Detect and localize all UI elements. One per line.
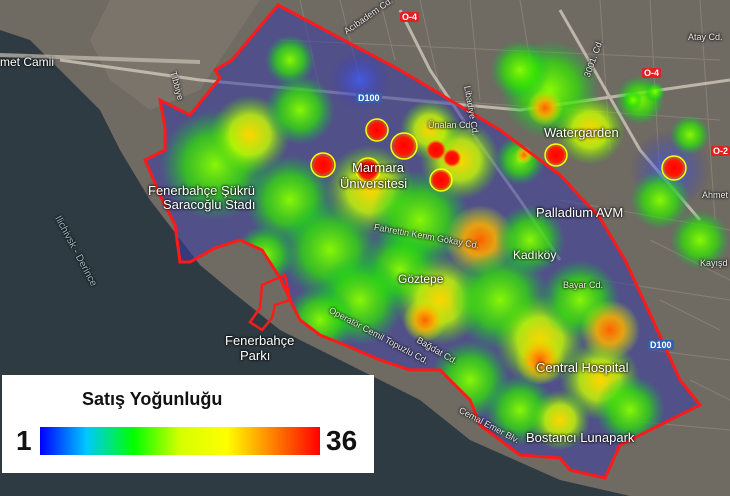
label-park-line2: Parkı: [240, 348, 271, 363]
legend-gradient-bar: [40, 427, 320, 455]
shield-d100-north: D100: [356, 93, 382, 103]
label-stadium-line1: Fenerbahçe Şükrü: [148, 183, 255, 198]
label-park-line1: Fenerbahçe: [225, 333, 295, 348]
land-area-north: [90, 0, 260, 110]
heat-blobs: [160, 35, 665, 450]
label-kadikoy: Kadıköy: [513, 248, 557, 262]
legend-min-value: 1: [16, 425, 32, 456]
bridge-road: [0, 53, 201, 64]
shield-d100-east: D100: [648, 340, 674, 350]
district-boundary: [143, 3, 703, 480]
label-stadium-line2: Saracoğlu Stadı: [163, 197, 256, 212]
label-marmara-line2: Üniversitesi: [340, 176, 408, 191]
label-kayisdagi: Kayışd: [700, 258, 728, 268]
label-ahmet: Ahmet: [702, 190, 729, 200]
label-bostanci-lunapark: Bostancı Lunapark: [526, 430, 635, 445]
label-atay-cd: Atay Cd.: [688, 32, 723, 42]
shield-o4-north: O-4: [400, 12, 420, 22]
density-legend: Satış Yoğunluğu 1 36: [2, 375, 374, 473]
heat-hotspots: [310, 118, 461, 192]
outside-heat: [490, 40, 730, 270]
label-central-hospital: Central Hospital: [536, 360, 629, 375]
label-unalan-cd: Ünalan Cd.: [428, 120, 474, 130]
label-marmara-line1: Marmara: [352, 160, 405, 175]
label-bayar-cd: Bayar Cd.: [563, 280, 604, 290]
legend-title: Satış Yoğunluğu: [82, 389, 223, 409]
label-camii: met Camii: [0, 55, 55, 69]
shield-o4-east: O-4: [642, 68, 662, 78]
shield-o2: O-2: [711, 146, 730, 156]
peninsula-boundary: [248, 273, 292, 332]
label-watergarden: Watergarden: [544, 125, 619, 140]
legend-max-value: 36: [326, 425, 358, 456]
label-goztepe: Göztepe: [398, 272, 444, 286]
label-palladium: Palladium AVM: [536, 205, 624, 220]
